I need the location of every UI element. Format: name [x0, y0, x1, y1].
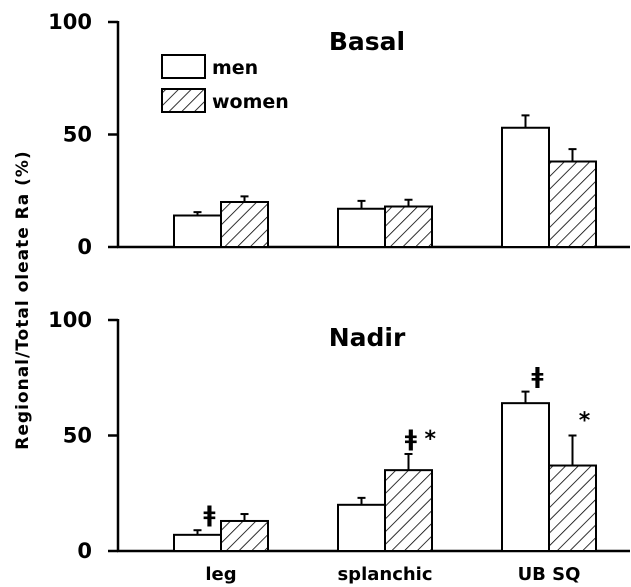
category-label: UB SQ: [518, 564, 581, 585]
bar-women: [548, 160, 597, 248]
legend-label: men: [212, 57, 258, 79]
bar-women: [548, 464, 597, 552]
significance-marker: ǂ *: [405, 427, 437, 452]
y-tick-label: 100: [48, 10, 92, 34]
chart-panel-2: 0 50 100 Nadir ǂ leg ǂ * splanchic ǂ * UB SQ: [48, 308, 630, 585]
category-label: splanchic: [337, 564, 432, 585]
y-tick-label: 100: [48, 308, 92, 332]
y-tick-label: 50: [63, 424, 92, 448]
bar-women: [384, 205, 433, 248]
bar-men: [173, 214, 222, 248]
category-label: leg: [205, 564, 236, 585]
bar-women: [384, 469, 433, 552]
legend-swatch-women: [161, 88, 206, 113]
chart-panel-1: 0 50 100 Basal men women: [48, 10, 630, 259]
legend-label: women: [212, 91, 289, 113]
bar-men: [501, 126, 550, 248]
significance-marker: ǂ: [532, 365, 544, 390]
bar-women: [220, 519, 269, 552]
y-axis-label: Regional/Total oleate Ra (%): [13, 150, 33, 449]
panel-title: Nadir: [329, 323, 406, 352]
panel-title: Basal: [329, 27, 405, 56]
y-tick-label: 0: [77, 539, 92, 563]
legend-swatch-men: [161, 54, 206, 79]
y-tick-label: 0: [77, 235, 92, 259]
significance-marker: *: [579, 409, 591, 434]
bar-men: [337, 503, 386, 552]
y-tick-label: 50: [63, 123, 92, 147]
significance-marker: ǂ: [204, 503, 216, 528]
bar-women: [220, 201, 269, 248]
bar-men: [501, 402, 550, 552]
bar-men: [173, 533, 222, 553]
bar-men: [337, 207, 386, 248]
